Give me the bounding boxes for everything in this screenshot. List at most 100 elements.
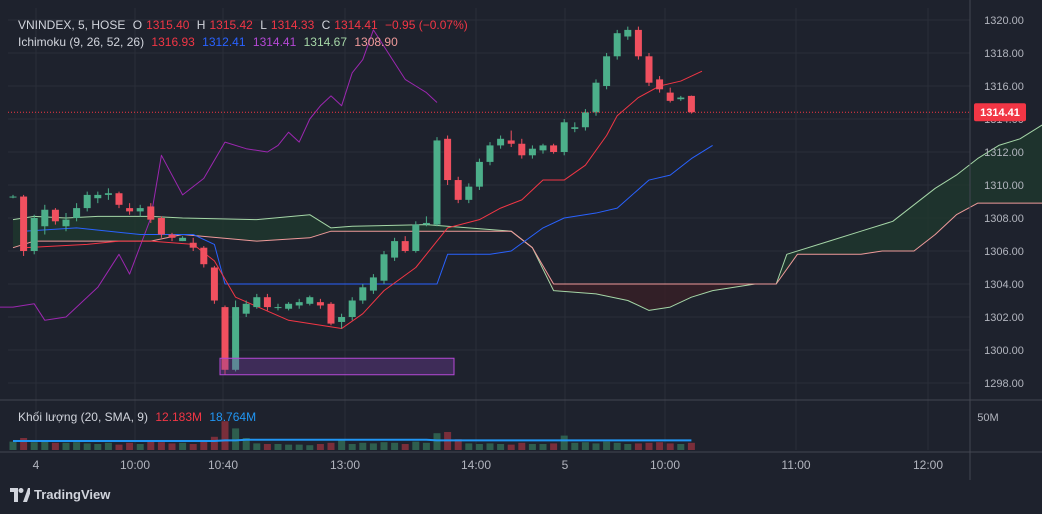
symbol-label[interactable]: VNINDEX, 5, HOSE	[18, 18, 126, 32]
volume-bar	[30, 442, 38, 450]
volume-bar	[157, 442, 165, 450]
volume-bar	[581, 442, 589, 450]
ichimoku-base-value: 1312.41	[202, 35, 246, 49]
candle-body	[274, 307, 282, 309]
ichimoku-lagging-line	[0, 29, 438, 321]
volume-bar	[613, 442, 621, 450]
candle-body	[168, 234, 176, 238]
volume-bar	[507, 444, 515, 450]
close-value: 1314.41	[334, 18, 378, 32]
candle-body	[645, 56, 653, 83]
candle-body	[20, 196, 28, 251]
volume-bar	[115, 444, 123, 450]
volume-bar	[539, 444, 547, 450]
volume-bar	[624, 444, 632, 450]
tradingview-logo[interactable]: TradingView	[10, 487, 110, 502]
footer-bar	[0, 480, 1042, 514]
volume-label[interactable]: Khối lượng (20, SMA, 9)	[18, 410, 148, 424]
candle-body	[179, 237, 187, 242]
volume-bar	[571, 442, 579, 450]
candle-body	[327, 303, 335, 324]
volume-bar	[677, 444, 685, 450]
price-tick-label: 1320.00	[984, 15, 1024, 27]
chart-canvas[interactable]: 1320.001318.001316.001314.001312.001310.…	[0, 0, 1042, 480]
volume-bar	[687, 442, 695, 450]
cloud-bearish	[533, 248, 755, 311]
candle-body	[263, 297, 271, 308]
candle-body	[486, 145, 494, 162]
low-value: 1314.33	[270, 18, 315, 32]
candle-body	[528, 148, 536, 156]
candle-body	[306, 297, 314, 304]
volume-bar	[295, 444, 303, 450]
volume-value: 12.183M	[155, 410, 203, 424]
candle-body	[507, 140, 515, 144]
time-tick-label: 13:00	[330, 458, 360, 472]
volume-bar	[147, 441, 155, 450]
volume-bar	[338, 440, 346, 450]
candle-body	[115, 193, 123, 205]
volume-bar	[285, 444, 293, 450]
volume-bar	[179, 442, 187, 450]
candle-body	[603, 56, 611, 86]
candle-body	[157, 218, 165, 235]
volume-bar	[348, 444, 356, 450]
ichimoku-label[interactable]: Ichimoku (9, 26, 52, 26)	[18, 35, 145, 49]
candle-body	[73, 208, 81, 218]
candle-body	[444, 138, 452, 181]
volume-bar	[263, 444, 271, 450]
candle-body	[401, 241, 409, 251]
brand-name: TradingView	[34, 487, 111, 502]
candle-body	[359, 287, 367, 301]
volume-bar	[497, 444, 505, 450]
candle-body	[338, 317, 346, 322]
price-tick-label: 1298.00	[984, 378, 1024, 390]
price-tick-label: 1316.00	[984, 81, 1024, 93]
price-tick-label: 1302.00	[984, 312, 1024, 324]
time-tick-label: 5	[562, 458, 569, 472]
volume-bar	[210, 436, 218, 450]
volume-bar	[104, 442, 112, 450]
volume-bar	[221, 421, 229, 450]
candle-body	[62, 219, 70, 227]
candle-body	[136, 208, 144, 212]
candle-body	[687, 95, 695, 113]
price-tick-label: 1318.00	[984, 48, 1024, 60]
volume-bar	[656, 442, 664, 450]
ichimoku-legend: Ichimoku (9, 26, 52, 26) 1316.93 1312.41…	[18, 35, 402, 49]
volume-bar	[316, 444, 324, 450]
time-tick-label: 10:00	[120, 458, 150, 472]
price-tick-label: 1306.00	[984, 246, 1024, 258]
candle-body	[422, 222, 430, 225]
candle-body	[677, 97, 685, 100]
candle-body	[592, 82, 600, 113]
high-value: 1315.42	[209, 18, 253, 32]
volume-bar	[242, 438, 250, 450]
candle-body	[550, 145, 558, 152]
volume-bar	[253, 443, 261, 450]
candle-body	[666, 92, 674, 101]
volume-bar	[645, 442, 653, 450]
price-legend: VNINDEX, 5, HOSE O 1315.40 H 1315.42 L 1314…	[18, 18, 472, 32]
candle-body	[391, 241, 399, 258]
high-label: H	[196, 18, 206, 32]
volume-bar	[380, 442, 388, 450]
candle-body	[221, 307, 229, 370]
annotations	[219, 357, 455, 376]
volume-bar	[20, 438, 28, 450]
volume-bar	[73, 442, 81, 450]
last-price-label: 1314.41	[980, 107, 1020, 119]
volume-tick-label: 50M	[977, 412, 998, 424]
candle-body	[571, 127, 579, 129]
candle-body	[634, 29, 642, 57]
volume-bar	[327, 442, 335, 450]
candles	[9, 26, 695, 375]
price-tick-label: 1308.00	[984, 213, 1024, 225]
volume-bar	[603, 441, 611, 450]
candle-body	[30, 218, 38, 251]
volume-bar	[486, 443, 494, 450]
volume-bar	[454, 439, 462, 450]
candle-body	[348, 300, 356, 317]
last-price-badge	[974, 103, 1026, 122]
volume-bar	[422, 442, 430, 450]
